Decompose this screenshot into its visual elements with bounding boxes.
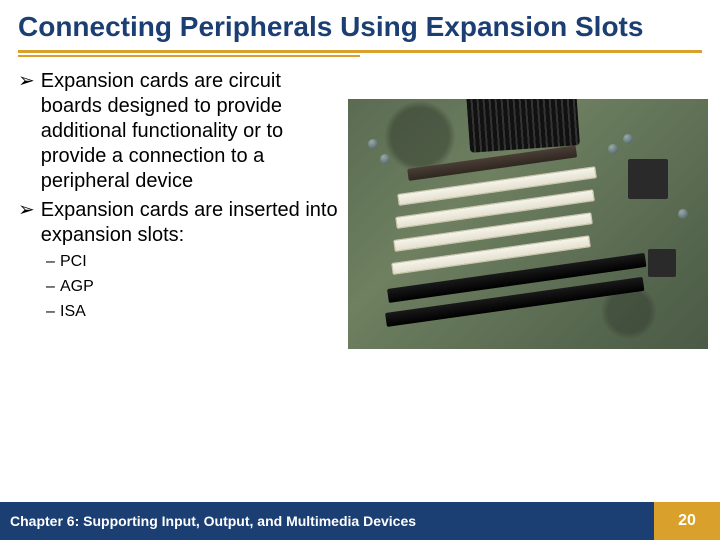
dash-icon: – [46,277,60,296]
motherboard-image [348,99,708,349]
bullet-arrow-icon: ➢ [18,198,35,223]
footer-chapter: Chapter 6: Supporting Input, Output, and… [0,502,654,540]
footer-page-number: 20 [654,502,720,540]
footer-bar: Chapter 6: Supporting Input, Output, and… [0,502,720,540]
dash-icon: – [46,302,60,321]
title-underline [0,44,720,57]
sub-bullet-item: – PCI [46,252,340,271]
rule-top [18,50,702,53]
slide-title: Connecting Peripherals Using Expansion S… [18,10,702,44]
image-column [348,69,708,502]
sub-bullet-text: PCI [60,252,87,271]
bullet-text: Expansion cards are circuit boards desig… [41,69,340,194]
bullet-item: ➢ Expansion cards are inserted into expa… [18,198,340,248]
sub-bullet-list: – PCI – AGP – ISA [46,252,340,322]
sub-bullet-text: ISA [60,302,86,321]
text-column: ➢ Expansion cards are circuit boards des… [18,69,348,502]
sub-bullet-item: – AGP [46,277,340,296]
bullet-item: ➢ Expansion cards are circuit boards des… [18,69,340,194]
bullet-text: Expansion cards are inserted into expans… [41,198,340,248]
sub-bullet-item: – ISA [46,302,340,321]
sub-bullet-text: AGP [60,277,94,296]
dash-icon: – [46,252,60,271]
bullet-arrow-icon: ➢ [18,69,35,94]
